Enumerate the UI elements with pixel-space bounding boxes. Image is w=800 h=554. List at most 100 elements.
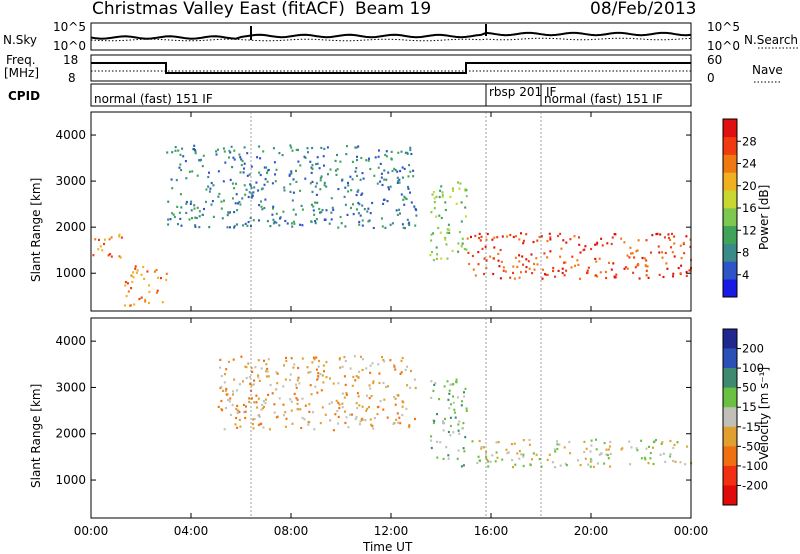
- heatmap-cell: [355, 402, 358, 405]
- heatmap-cell: [407, 222, 410, 225]
- heatmap-cell: [311, 164, 314, 167]
- heatmap-cell: [511, 459, 514, 462]
- heatmap-cell: [478, 237, 481, 240]
- heatmap-cell: [525, 266, 528, 269]
- heatmap-cell: [665, 262, 668, 265]
- heatmap-cell: [382, 198, 385, 201]
- heatmap-cell: [620, 237, 623, 240]
- heatmap-cell: [208, 226, 211, 229]
- heatmap-cell: [402, 226, 405, 229]
- heatmap-cell: [541, 277, 544, 280]
- heatmap-cell: [403, 167, 406, 170]
- heatmap-cell: [430, 439, 433, 442]
- heatmap-cell: [361, 405, 364, 408]
- heatmap-cell: [649, 457, 652, 460]
- heatmap-cell: [341, 406, 344, 409]
- heatmap-cell: [278, 224, 281, 227]
- nsearch-tick-top: 10^5: [707, 20, 740, 34]
- heatmap-cell: [352, 213, 355, 216]
- heatmap-cell: [198, 215, 201, 218]
- heatmap-cell: [264, 198, 267, 201]
- heatmap-cell: [243, 411, 246, 414]
- heatmap-cell: [398, 208, 401, 211]
- heatmap-cell: [406, 218, 409, 221]
- heatmap-cell: [452, 401, 455, 404]
- heatmap-cell: [304, 177, 307, 180]
- heatmap-cell: [231, 182, 234, 185]
- heatmap-cell: [596, 275, 599, 278]
- heatmap-cell: [271, 392, 274, 395]
- heatmap-cell: [448, 228, 451, 232]
- heatmap-cell: [238, 153, 241, 156]
- heatmap-cell: [238, 383, 241, 386]
- heatmap-cell: [662, 275, 665, 279]
- heatmap-cell: [318, 207, 321, 211]
- heatmap-cell: [384, 226, 387, 229]
- heatmap-cell: [563, 446, 566, 449]
- heatmap-cell: [404, 368, 407, 371]
- heatmap-cell: [98, 238, 100, 241]
- heatmap-cell: [345, 392, 348, 395]
- heatmap-cell: [156, 289, 159, 292]
- heatmap-cell: [294, 213, 297, 216]
- heatmap-cell: [134, 267, 137, 270]
- heatmap-cell: [109, 253, 112, 256]
- heatmap-cell: [248, 173, 251, 176]
- heatmap-cell: [480, 446, 483, 449]
- heatmap-cell: [381, 356, 383, 359]
- heatmap-cell: [262, 150, 265, 153]
- heatmap-cell: [118, 233, 121, 236]
- heatmap-feature-5: [466, 232, 692, 280]
- heatmap-cell: [284, 219, 287, 223]
- heatmap-cell: [386, 200, 389, 203]
- heatmap-cell: [509, 233, 512, 237]
- heatmap-cell: [672, 459, 675, 463]
- heatmap-cell: [679, 461, 682, 464]
- heatmap-cell: [232, 197, 234, 200]
- heatmap-cell: [497, 259, 500, 262]
- heatmap-cell: [379, 400, 382, 403]
- heatmap-cell: [290, 222, 293, 225]
- heatmap-cell: [175, 179, 178, 182]
- heatmap-cell: [219, 366, 222, 369]
- colorbar-swatch: [723, 208, 737, 227]
- heatmap-cell: [518, 276, 521, 279]
- heatmap-cell: [651, 446, 654, 449]
- heatmap-cell: [446, 228, 449, 231]
- heatmap-cell: [485, 259, 488, 262]
- heatmap-cell: [171, 212, 174, 215]
- heatmap-cell: [662, 452, 665, 455]
- heatmap-cell: [381, 217, 383, 220]
- heatmap-cell: [332, 382, 335, 385]
- heatmap-cell: [355, 416, 358, 419]
- heatmap-cell: [647, 276, 650, 279]
- heatmap-cell: [148, 301, 150, 305]
- heatmap-cell: [535, 257, 538, 260]
- heatmap-cell: [569, 238, 572, 241]
- heatmap-cell: [391, 222, 394, 225]
- heatmap-cell: [246, 174, 249, 177]
- heatmap-cell: [338, 403, 341, 406]
- heatmap-cell: [301, 224, 304, 227]
- heatmap-cell: [673, 242, 676, 245]
- heatmap-cell: [672, 275, 674, 278]
- heatmap-cell: [584, 245, 587, 248]
- heatmap-cell: [224, 161, 227, 164]
- heatmap-cell: [552, 269, 555, 273]
- heatmap-cell: [289, 379, 292, 382]
- heatmap-cell: [496, 236, 499, 239]
- heatmap-cell: [356, 155, 358, 158]
- heatmap-cell: [340, 222, 343, 225]
- heatmap-cell: [455, 378, 458, 381]
- heatmap-cell: [489, 460, 492, 463]
- heatmap-cell: [304, 156, 307, 159]
- heatmap-cell: [648, 445, 650, 448]
- velocity-panel: 1000 2000 3000 4000 Slant Range [km]: [29, 317, 693, 519]
- heatmap-cell: [220, 399, 223, 403]
- heatmap-cell: [636, 249, 639, 252]
- heatmap-cell: [371, 362, 374, 365]
- heatmap-cell: [339, 160, 342, 163]
- heatmap-cell: [284, 411, 287, 414]
- heatmap-cell: [309, 182, 312, 185]
